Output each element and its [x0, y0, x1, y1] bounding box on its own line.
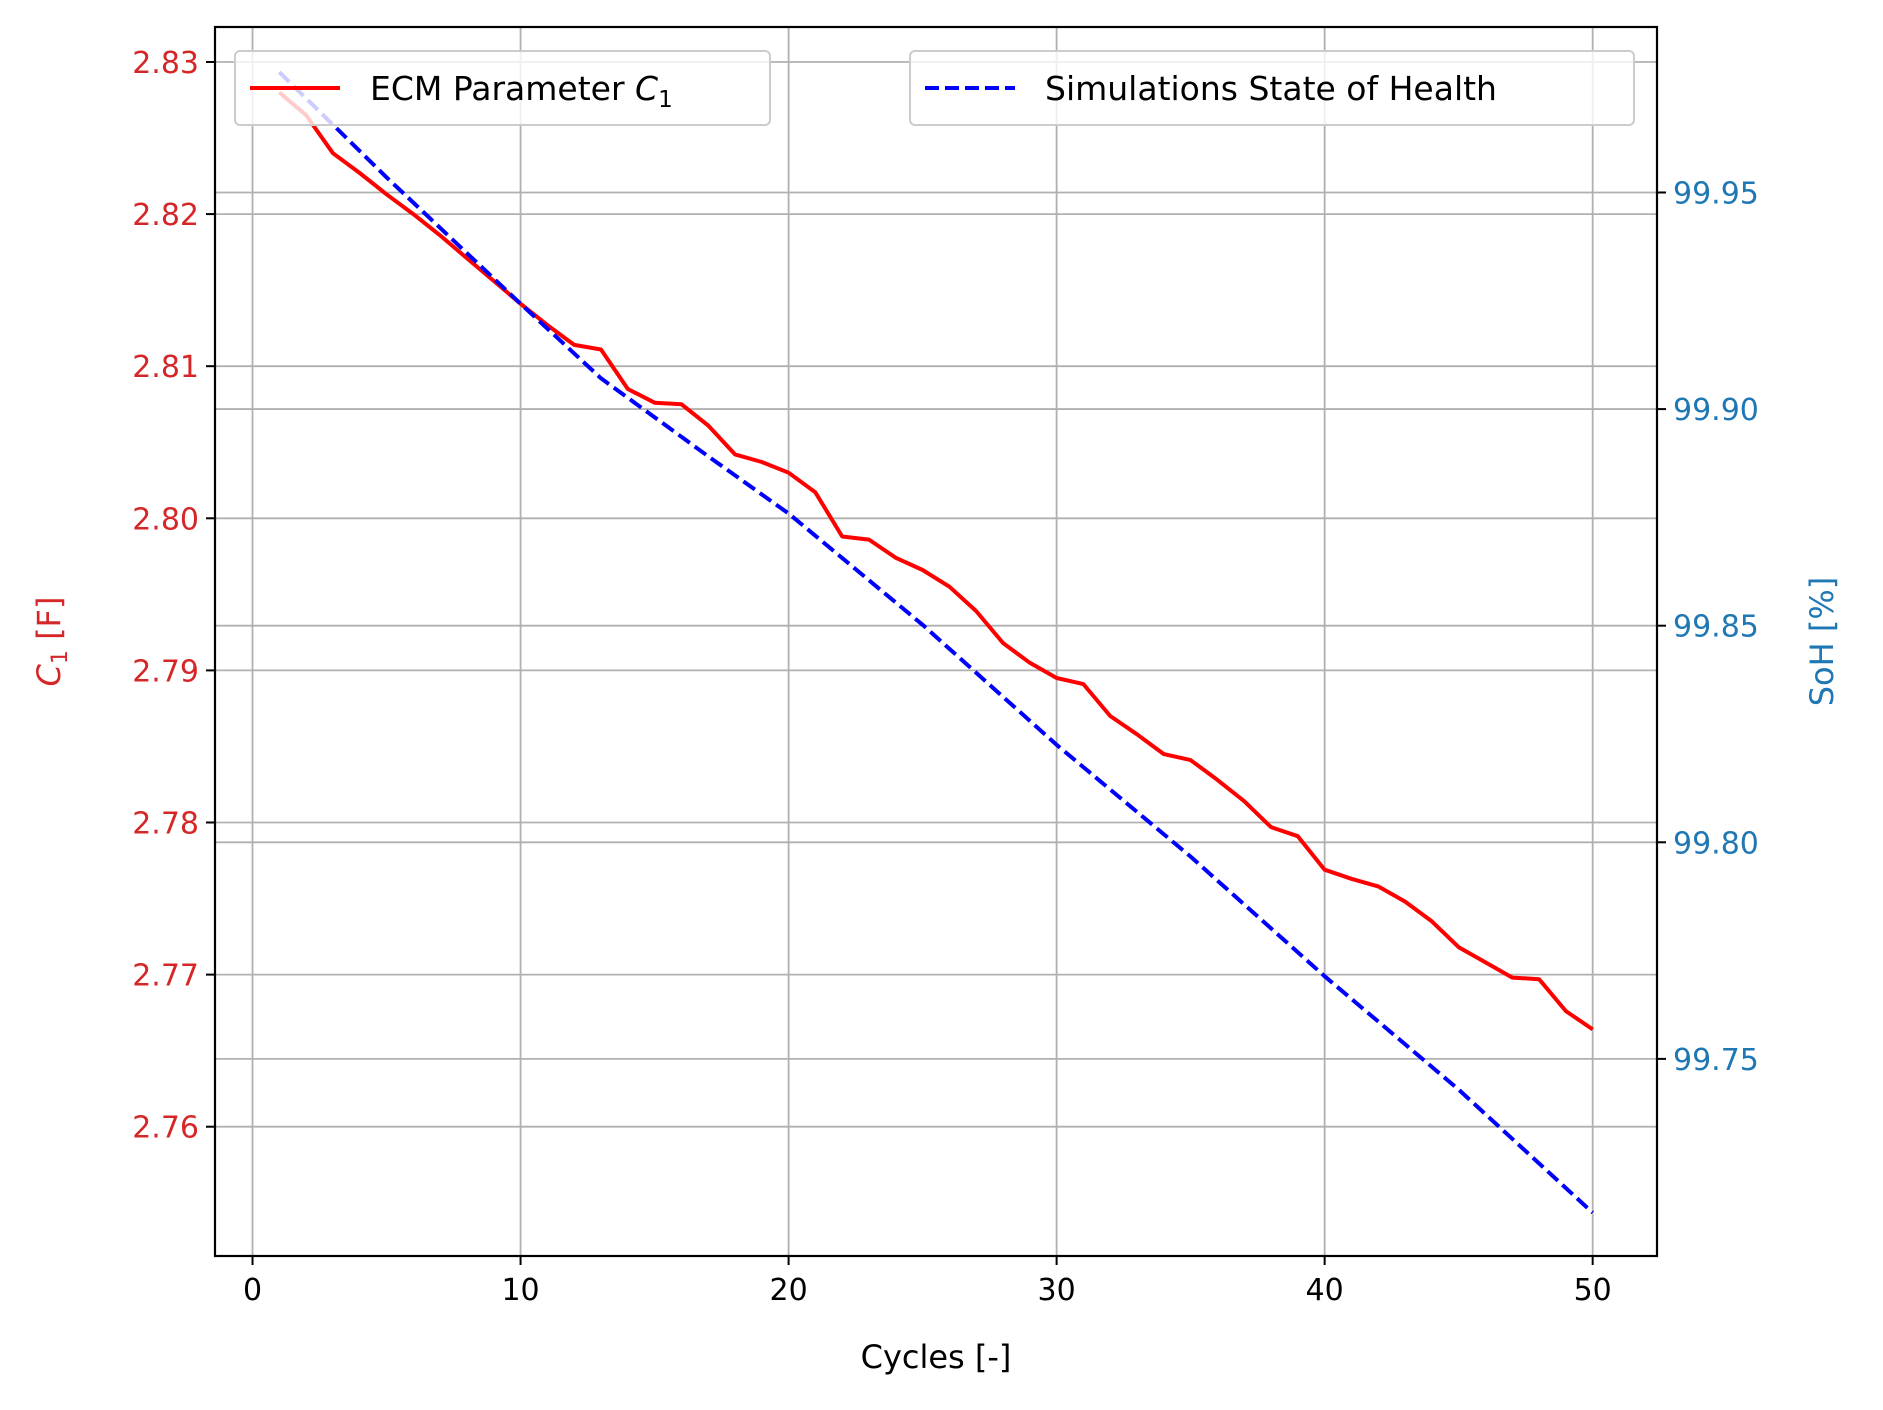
x-tick-label: 10 [501, 1273, 539, 1308]
legend-soh-label: Simulations State of Health [1045, 69, 1497, 108]
left-tick-label: 2.81 [132, 350, 199, 385]
left-tick-label: 2.83 [132, 46, 199, 81]
legend-ecm-label: ECM Parameter C1 [370, 69, 673, 113]
x-tick-label: 20 [769, 1273, 807, 1308]
right-axis-title: SoH [%] [1803, 577, 1841, 707]
left-tick-label: 2.79 [132, 654, 199, 689]
x-tick-label: 0 [243, 1273, 262, 1308]
left-tick-label: 2.77 [132, 959, 199, 994]
x-axis: 0 10 20 30 40 50 [243, 1256, 1612, 1308]
series-layer [277, 70, 1595, 1215]
left-axis-title: C1 [F] [30, 597, 73, 687]
grid [215, 27, 1657, 1256]
legend-ecm-box [234, 50, 771, 126]
left-tick-label: 2.78 [132, 807, 199, 842]
x-tick-label: 50 [1574, 1273, 1612, 1308]
legend-soh-box [909, 50, 1635, 126]
left-tick-label: 2.76 [132, 1111, 199, 1146]
right-tick-label: 99.75 [1673, 1043, 1759, 1078]
left-y-axis: 2.76 2.77 2.78 2.79 2.80 2.81 2.82 2.83 [132, 46, 215, 1146]
x-tick-label: 40 [1306, 1273, 1344, 1308]
right-tick-label: 99.90 [1673, 393, 1759, 428]
x-axis-title: Cycles [-] [861, 1338, 1012, 1376]
left-tick-label: 2.82 [132, 198, 199, 233]
legend-ecm: ECM Parameter C1 [234, 50, 771, 126]
right-y-axis: 99.75 99.80 99.85 99.90 99.95 [1657, 176, 1759, 1078]
series-ecm-line [278, 90, 1594, 1032]
series-soh-line [277, 70, 1595, 1215]
plot-frame [213, 25, 1659, 1258]
legend-soh: Simulations State of Health [909, 50, 1635, 126]
right-tick-label: 99.80 [1673, 826, 1759, 861]
left-tick-label: 2.80 [132, 502, 199, 537]
x-tick-label: 30 [1038, 1273, 1076, 1308]
right-tick-label: 99.85 [1673, 610, 1759, 645]
right-tick-label: 99.95 [1673, 176, 1759, 211]
